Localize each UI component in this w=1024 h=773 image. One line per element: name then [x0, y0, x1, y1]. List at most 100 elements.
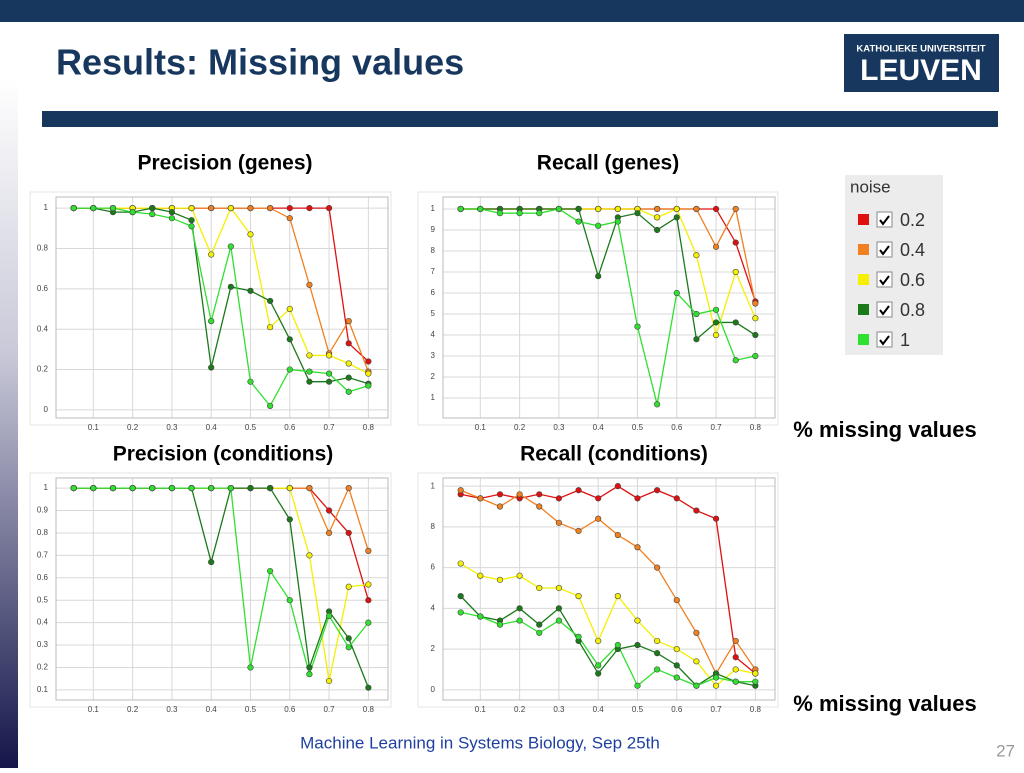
- data-point: [286, 215, 293, 222]
- legend-check: [879, 335, 890, 346]
- data-point: [325, 612, 333, 620]
- plot-border: [442, 477, 776, 701]
- data-point: [634, 495, 641, 502]
- data-point: [614, 483, 621, 490]
- data-point: [345, 644, 352, 651]
- data-point: [345, 529, 352, 537]
- data-point: [457, 560, 464, 567]
- data-point: [536, 621, 543, 628]
- data-point: [693, 629, 700, 636]
- data-point: [286, 597, 293, 604]
- y-tick-label: 9: [431, 225, 436, 234]
- series-line: [73, 487, 369, 677]
- data-point: [365, 619, 372, 626]
- data-point: [267, 297, 274, 305]
- legend-swatch: [858, 274, 869, 285]
- x-tick-label: 0.2: [514, 423, 526, 432]
- data-point: [168, 484, 176, 492]
- y-tick-label: 6: [431, 288, 436, 297]
- y-tick-label: 0.6: [37, 284, 49, 293]
- legend-checkbox: [876, 211, 893, 228]
- data-point: [693, 336, 700, 343]
- data-point: [267, 567, 274, 575]
- data-point: [536, 503, 543, 510]
- data-point: [227, 484, 234, 492]
- x-tick-label: 0.8: [750, 423, 762, 432]
- data-point: [267, 484, 274, 492]
- chart: Recall (conditions) % missing values 0 2 4 6 8…: [417, 443, 977, 716]
- data-point: [595, 670, 602, 677]
- data-point: [365, 547, 372, 554]
- page-number: 27: [996, 741, 1015, 760]
- chart-title: Recall (genes): [537, 152, 679, 175]
- data-point: [516, 491, 523, 498]
- data-point: [555, 584, 563, 592]
- data-point: [208, 251, 215, 258]
- data-point: [188, 223, 195, 230]
- data-point: [208, 364, 215, 371]
- x-tick-label: 0.2: [127, 705, 139, 714]
- y-tick-label: 1: [431, 481, 436, 490]
- data-point: [365, 597, 372, 604]
- data-point: [614, 593, 621, 600]
- data-point: [555, 519, 563, 526]
- x-tick-label: 0.8: [363, 423, 375, 432]
- data-point: [752, 300, 759, 307]
- data-point: [286, 484, 293, 492]
- x-tick-label: 0.1: [475, 423, 487, 432]
- legend-checkbox: [876, 301, 893, 318]
- data-point: [227, 243, 234, 250]
- x-tick-label: 0.3: [166, 705, 178, 714]
- series-line: [460, 611, 756, 687]
- data-point: [732, 268, 739, 276]
- data-point: [306, 671, 313, 678]
- chart-title: Precision (genes): [137, 152, 312, 175]
- data-point: [575, 593, 582, 600]
- data-point: [595, 222, 602, 229]
- x-tick-label: 0.5: [632, 705, 644, 714]
- data-point: [712, 243, 720, 250]
- data-point: [247, 378, 254, 385]
- y-tick-label: 0: [431, 685, 436, 694]
- legend-label: 0.2: [900, 210, 925, 230]
- logo: [844, 34, 999, 92]
- data-point: [267, 402, 274, 409]
- y-tick-label: 0.8: [37, 528, 49, 537]
- logo-text: KATHOLIEKE UNIVERSITEIT: [856, 44, 985, 55]
- data-point: [168, 215, 176, 222]
- data-point: [595, 273, 602, 280]
- y-tick-label: 8: [431, 246, 436, 255]
- data-point: [90, 205, 97, 212]
- data-point: [365, 684, 372, 691]
- data-point: [286, 366, 293, 373]
- data-point: [673, 214, 680, 221]
- data-point: [712, 515, 720, 522]
- data-point: [614, 531, 621, 539]
- data-point: [188, 205, 195, 212]
- y-tick-label: 0.5: [37, 595, 49, 604]
- data-point: [247, 484, 254, 492]
- data-point: [477, 205, 484, 213]
- x-tick-label: 0.8: [363, 705, 375, 714]
- data-point: [575, 527, 582, 535]
- data-point: [712, 674, 720, 681]
- series-line: [73, 206, 369, 375]
- data-point: [129, 209, 136, 216]
- legend-checkbox: [876, 331, 893, 348]
- legend: noise 0.2 0.4 0.6 0.8 1: [845, 175, 943, 355]
- y-tick-label: 8: [431, 522, 436, 531]
- y-tick-label: 1: [44, 483, 49, 492]
- data-point: [732, 205, 739, 213]
- x-tick-label: 0.5: [632, 423, 644, 432]
- data-point: [555, 617, 563, 624]
- data-point: [247, 664, 254, 671]
- data-point: [673, 662, 680, 669]
- data-point: [365, 358, 372, 365]
- x-tick-label: 0.2: [514, 705, 526, 714]
- data-point: [457, 593, 464, 600]
- data-point: [654, 637, 661, 645]
- data-point: [325, 677, 333, 685]
- x-tick-label: 0.6: [284, 705, 296, 714]
- data-point: [752, 670, 759, 677]
